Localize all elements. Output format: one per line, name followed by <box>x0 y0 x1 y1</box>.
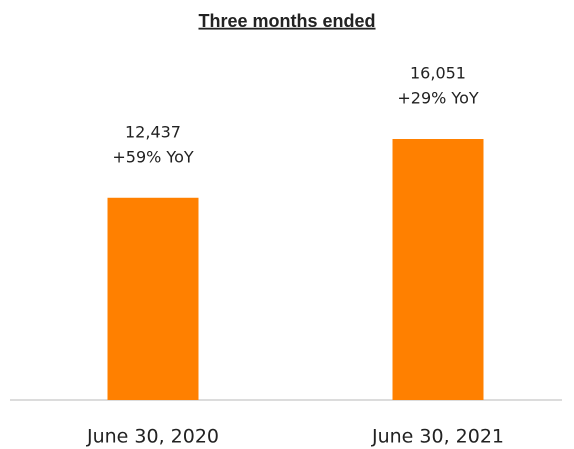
bar <box>107 197 199 400</box>
growth-label: +59% YoY <box>112 147 193 166</box>
growth-label: +29% YoY <box>397 89 478 108</box>
bar <box>392 139 484 400</box>
chart-title: Three months ended <box>198 11 375 31</box>
value-label: 12,437 <box>125 122 181 141</box>
x-tick-label: June 30, 2020 <box>86 426 219 448</box>
value-label: 16,051 <box>410 64 466 83</box>
x-tick-label: June 30, 2021 <box>371 426 504 448</box>
